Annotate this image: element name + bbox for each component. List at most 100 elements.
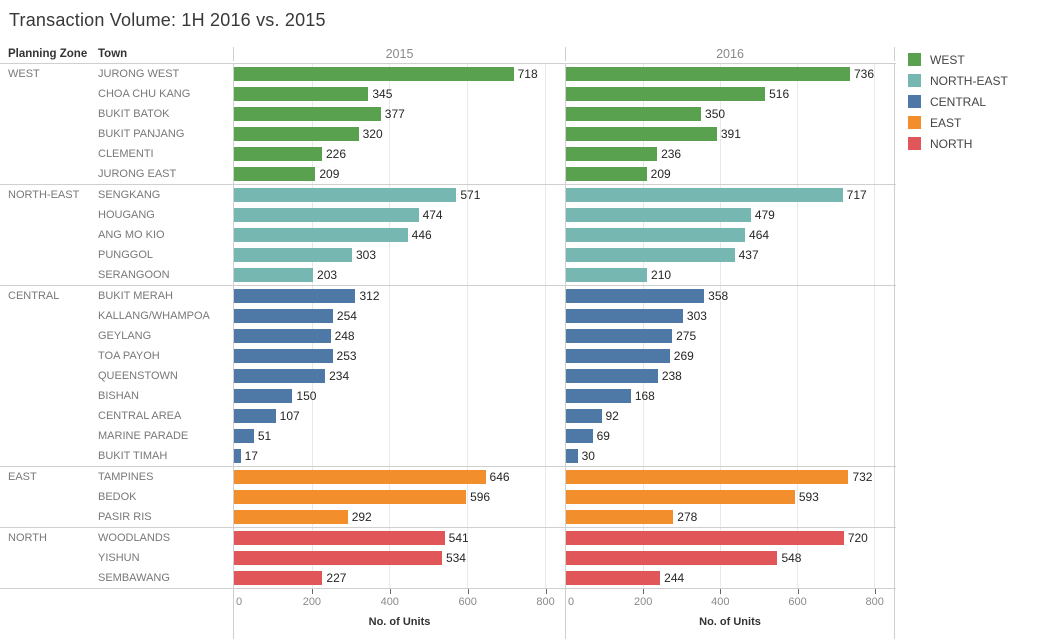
- bar-value-label: 646: [489, 470, 510, 484]
- bar-2015[interactable]: [234, 369, 326, 383]
- legend-item-central[interactable]: CENTRAL: [908, 91, 1008, 112]
- page-title: Transaction Volume: 1H 2016 vs. 2015: [9, 10, 326, 30]
- bar-2015[interactable]: [234, 409, 276, 423]
- bar-value-label: 720: [847, 531, 868, 545]
- bar-2015[interactable]: [234, 167, 316, 181]
- bar-2016[interactable]: [566, 87, 766, 101]
- axis-tick: [389, 589, 391, 594]
- bar-cell-2016: 516: [565, 84, 895, 104]
- bar-2016[interactable]: [566, 248, 735, 262]
- axis-tick: [797, 589, 799, 594]
- bar-2015[interactable]: [234, 470, 486, 484]
- bar-2016[interactable]: [566, 127, 717, 141]
- town-label: PASIR RIS: [98, 511, 152, 523]
- axis-tick-label: 800: [865, 596, 884, 608]
- bar-cell-2016: 238: [565, 366, 895, 386]
- bar-2016[interactable]: [566, 531, 844, 545]
- bar-2016[interactable]: [566, 268, 648, 282]
- table-row: YISHUN 534 548: [0, 548, 896, 568]
- town-label: BUKIT TIMAH: [98, 450, 168, 462]
- bar-2015[interactable]: [234, 329, 331, 343]
- zone-label: [0, 326, 96, 346]
- bar-value-label: 253: [336, 349, 357, 363]
- bar-2015[interactable]: [234, 248, 352, 262]
- bar-2016[interactable]: [566, 329, 673, 343]
- bar-2016[interactable]: [566, 490, 795, 504]
- bar-2015[interactable]: [234, 551, 442, 565]
- bar-cell-2016: 168: [565, 386, 895, 406]
- bar-2016[interactable]: [566, 551, 778, 565]
- town-label: SENGKANG: [98, 189, 161, 201]
- bar-value-label: 548: [781, 551, 802, 565]
- bar-2015[interactable]: [234, 228, 408, 242]
- table-row: BISHAN 150 168: [0, 386, 896, 406]
- bar-2016[interactable]: [566, 147, 658, 161]
- bar-2015[interactable]: [234, 510, 348, 524]
- bar-cell-2015: 107: [233, 406, 565, 426]
- legend-item-east[interactable]: EAST: [908, 112, 1008, 133]
- bar-2016[interactable]: [566, 470, 849, 484]
- bar-2015[interactable]: [234, 490, 467, 504]
- bar-value-label: 377: [384, 107, 405, 121]
- town-label: CENTRAL AREA: [98, 410, 182, 422]
- bar-value-label: 248: [334, 329, 355, 343]
- bar-2016[interactable]: [566, 389, 631, 403]
- bar-2016[interactable]: [566, 349, 670, 363]
- bar-value-label: 541: [448, 531, 469, 545]
- bar-2016[interactable]: [566, 107, 702, 121]
- bar-value-label: 227: [326, 571, 347, 585]
- bar-2015[interactable]: [234, 208, 419, 222]
- bar-value-label: 51: [257, 429, 272, 443]
- bar-2016[interactable]: [566, 409, 602, 423]
- legend-swatch-icon: [908, 137, 921, 150]
- bar-2016[interactable]: [566, 449, 578, 463]
- town-label: CLEMENTI: [98, 148, 154, 160]
- bar-2016[interactable]: [566, 510, 674, 524]
- bar-2015[interactable]: [234, 531, 445, 545]
- bar-cell-2015: 292: [233, 507, 565, 527]
- bar-cell-2016: 479: [565, 205, 895, 225]
- bar-2015[interactable]: [234, 268, 314, 282]
- table-row: MARINE PARADE 51 69: [0, 426, 896, 446]
- header-year-2016: 2016: [565, 47, 895, 61]
- bar-2015[interactable]: [234, 188, 457, 202]
- bar-2016[interactable]: [566, 167, 647, 181]
- bar-2015[interactable]: [234, 309, 333, 323]
- bar-value-label: 203: [317, 268, 338, 282]
- bar-2015[interactable]: [234, 87, 369, 101]
- bar-2016[interactable]: [566, 429, 593, 443]
- bar-2016[interactable]: [566, 228, 746, 242]
- bar-2015[interactable]: [234, 289, 356, 303]
- bar-2015[interactable]: [234, 449, 241, 463]
- axis-tick: [467, 589, 469, 594]
- axis-tick-label: 400: [380, 596, 399, 608]
- bar-2015[interactable]: [234, 349, 333, 363]
- bar-2015[interactable]: [234, 127, 359, 141]
- bar-value-label: 732: [852, 470, 873, 484]
- bar-2015[interactable]: [234, 389, 293, 403]
- bar-cell-2015: 303: [233, 245, 565, 265]
- bar-2016[interactable]: [566, 309, 683, 323]
- legend-item-west[interactable]: WEST: [908, 49, 1008, 70]
- bar-2016[interactable]: [566, 571, 661, 585]
- bar-2016[interactable]: [566, 188, 843, 202]
- bar-2015[interactable]: [234, 147, 322, 161]
- table-row: KALLANG/WHAMPOA 254 303: [0, 306, 896, 326]
- bar-cell-2015: 227: [233, 568, 565, 588]
- legend-label: CENTRAL: [930, 94, 987, 109]
- table-row: NORTH WOODLANDS 541 720: [0, 528, 896, 548]
- bar-2016[interactable]: [566, 208, 751, 222]
- bar-2015[interactable]: [234, 67, 514, 81]
- town-label: CHOA CHU KANG: [98, 88, 191, 100]
- legend-item-north-east[interactable]: NORTH-EAST: [908, 70, 1008, 91]
- legend-item-north[interactable]: NORTH: [908, 133, 1008, 154]
- table-row: QUEENSTOWN 234 238: [0, 366, 896, 386]
- x-axis-title: No. of Units: [368, 616, 431, 628]
- bar-2015[interactable]: [234, 107, 381, 121]
- bar-cell-2015: 446: [233, 225, 565, 245]
- bar-2015[interactable]: [234, 429, 254, 443]
- bar-2015[interactable]: [234, 571, 323, 585]
- bar-2016[interactable]: [566, 289, 705, 303]
- bar-2016[interactable]: [566, 369, 658, 383]
- bar-2016[interactable]: [566, 67, 850, 81]
